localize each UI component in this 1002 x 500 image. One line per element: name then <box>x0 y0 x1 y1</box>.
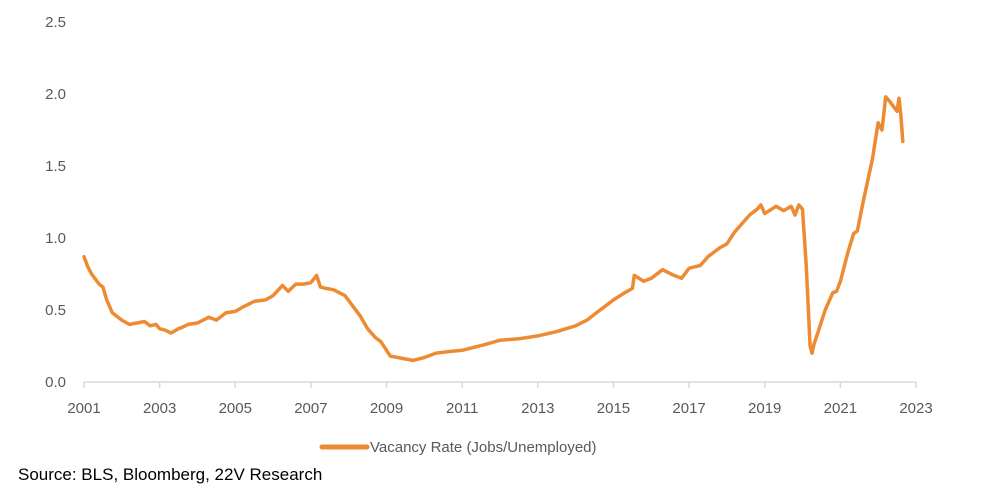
x-tick-label: 2021 <box>824 400 857 417</box>
x-tick-label: 2009 <box>370 400 403 417</box>
legend-label: Vacancy Rate (Jobs/Unemployed) <box>370 439 597 456</box>
x-tick-label: 2015 <box>597 400 630 417</box>
x-tick-label: 2023 <box>899 400 932 417</box>
x-tick-label: 2011 <box>446 400 478 417</box>
x-tick-label: 2003 <box>143 400 176 417</box>
x-tick-label: 2005 <box>219 400 252 417</box>
y-axis-tick-labels: 0.0 0.5 1.0 1.5 2.0 2.5 <box>45 14 66 391</box>
y-tick-label: 1.0 <box>45 230 66 247</box>
y-tick-label: 1.5 <box>45 158 66 175</box>
y-tick-label: 0.5 <box>45 302 66 319</box>
series-line-vacancy-rate <box>82 95 905 363</box>
y-tick-label: 2.0 <box>45 86 66 103</box>
y-tick-label: 2.5 <box>45 14 66 31</box>
x-tick-label: 2017 <box>672 400 705 417</box>
x-tick-label: 2007 <box>294 400 327 417</box>
legend: Vacancy Rate (Jobs/Unemployed) <box>319 439 597 456</box>
x-axis-ticks <box>83 382 917 388</box>
y-tick-label: 0.0 <box>45 374 66 391</box>
x-tick-label: 2019 <box>748 400 781 417</box>
x-axis-tick-labels: 2001 2003 2005 2007 2009 2011 2013 2015 2017 2019… <box>67 400 932 417</box>
x-tick-label: 2013 <box>521 400 554 417</box>
series-layer <box>82 95 905 363</box>
source-note: Source: BLS, Bloomberg, 22V Research <box>18 465 323 484</box>
x-tick-label: 2001 <box>67 400 100 417</box>
